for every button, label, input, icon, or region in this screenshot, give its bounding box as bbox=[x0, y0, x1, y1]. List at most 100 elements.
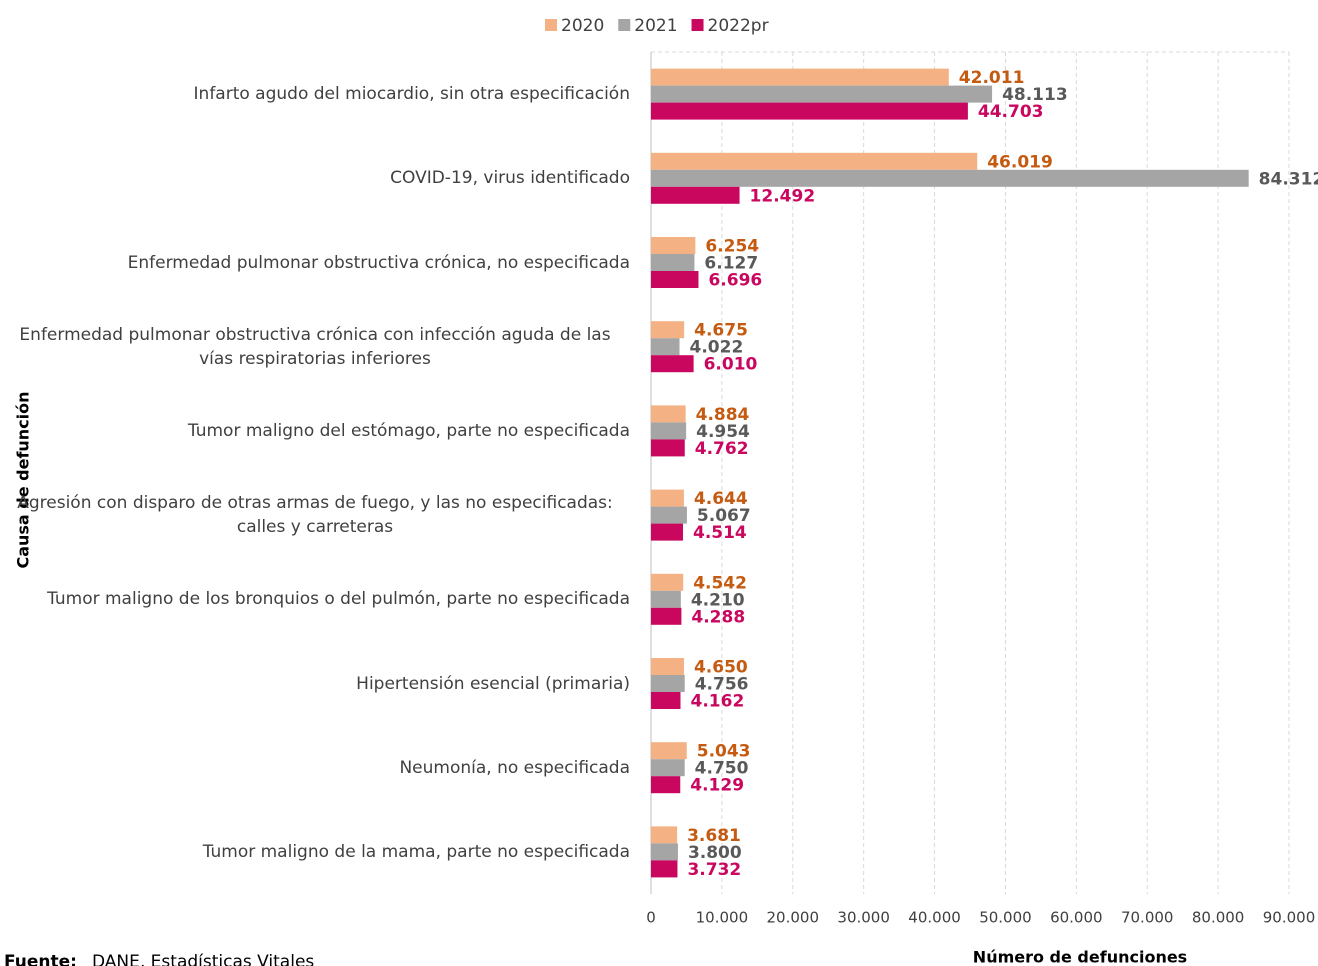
value-label: 4.514 bbox=[693, 523, 747, 543]
y-tick-text: COVID-19, virus identificado bbox=[390, 168, 630, 189]
x-tick-label: 20.000 bbox=[767, 909, 820, 927]
value-label: 48.113 bbox=[1002, 85, 1068, 105]
value-label: 5.067 bbox=[697, 506, 751, 526]
value-label: 4.650 bbox=[694, 658, 748, 678]
bar bbox=[651, 85, 993, 103]
y-axis-title: Causa de defunción bbox=[14, 391, 33, 568]
bar bbox=[651, 843, 678, 861]
x-tick-label: 40.000 bbox=[908, 909, 961, 927]
value-label: 4.129 bbox=[690, 776, 744, 796]
x-tick-label: 90.000 bbox=[1263, 909, 1316, 927]
bar bbox=[651, 186, 740, 204]
x-tick-label: 10.000 bbox=[696, 909, 749, 927]
value-label: 46.019 bbox=[987, 152, 1053, 172]
y-tick-text: Infarto agudo del miocardio, sin otra es… bbox=[193, 84, 630, 105]
bar bbox=[651, 860, 678, 878]
y-tick-label: Tumor maligno de los bronquios o del pul… bbox=[47, 587, 630, 611]
bar bbox=[651, 489, 684, 507]
bar bbox=[651, 759, 685, 777]
y-tick-label: Neumonía, no especificada bbox=[399, 756, 630, 780]
bar bbox=[651, 237, 696, 254]
legend-label: 2020 bbox=[561, 16, 604, 36]
bar bbox=[651, 405, 686, 423]
y-tick-label: Agresión con disparo de otras armas de f… bbox=[0, 491, 630, 539]
x-tick-label: 0 bbox=[646, 909, 656, 927]
bar bbox=[651, 675, 685, 692]
bar bbox=[651, 506, 687, 524]
bar bbox=[651, 742, 687, 760]
bar bbox=[651, 169, 1249, 187]
value-label: 42.011 bbox=[959, 68, 1025, 88]
y-tick-label: Hipertensión esencial (primaria) bbox=[356, 672, 630, 696]
bar bbox=[651, 102, 968, 120]
value-label: 4.954 bbox=[696, 422, 750, 442]
bar bbox=[651, 573, 684, 591]
bar bbox=[651, 692, 681, 709]
value-label: 5.043 bbox=[697, 742, 751, 762]
value-label: 4.288 bbox=[691, 607, 745, 627]
x-tick-label: 70.000 bbox=[1121, 909, 1174, 927]
y-tick-text: Hipertensión esencial (primaria) bbox=[356, 673, 630, 694]
y-tick-text: Enfermedad pulmonar obstructiva crónica,… bbox=[127, 252, 630, 273]
y-tick-text: Tumor maligno del estómago, parte no esp… bbox=[187, 420, 630, 441]
value-label: 6.127 bbox=[704, 254, 758, 274]
bar bbox=[651, 826, 678, 844]
bar bbox=[651, 254, 695, 271]
y-tick-label: Tumor maligno de la mama, parte no espec… bbox=[203, 840, 630, 864]
value-label: 4.884 bbox=[696, 405, 750, 425]
value-label: 4.756 bbox=[695, 675, 749, 695]
bar bbox=[651, 607, 682, 625]
y-tick-text: Tumor maligno de los bronquios o del pul… bbox=[47, 589, 630, 610]
y-tick-text: Tumor maligno de la mama, parte no espec… bbox=[202, 841, 630, 862]
bar bbox=[651, 776, 681, 794]
value-label: 44.703 bbox=[978, 102, 1044, 122]
bar bbox=[651, 152, 978, 170]
y-tick-label: COVID-19, virus identificado bbox=[390, 166, 630, 190]
x-tick-label: 30.000 bbox=[837, 909, 890, 927]
bar bbox=[651, 422, 687, 440]
value-label: 4.542 bbox=[693, 573, 747, 593]
value-label: 4.162 bbox=[691, 692, 745, 712]
legend-label: 2022pr bbox=[708, 16, 769, 36]
value-label: 6.254 bbox=[705, 237, 759, 257]
y-tick-label: Tumor maligno del estómago, parte no esp… bbox=[188, 419, 630, 443]
x-tick-label: 60.000 bbox=[1050, 909, 1103, 927]
value-label: 4.750 bbox=[695, 759, 749, 779]
x-tick-label: 50.000 bbox=[979, 909, 1032, 927]
value-label: 6.010 bbox=[704, 355, 758, 375]
bar bbox=[651, 355, 694, 373]
source: DANE, Estadísticas Vitales bbox=[92, 952, 314, 966]
y-tick-label: Enfermedad pulmonar obstructiva crónica … bbox=[0, 323, 630, 371]
y-tick-label: Infarto agudo del miocardio, sin otra es… bbox=[194, 82, 630, 106]
bar bbox=[651, 658, 684, 675]
value-label: 12.492 bbox=[750, 186, 816, 206]
value-label: 3.800 bbox=[688, 843, 742, 863]
value-label: 84.312 bbox=[1259, 169, 1318, 189]
bar bbox=[651, 321, 685, 339]
value-label: 6.696 bbox=[708, 271, 762, 291]
bar bbox=[651, 590, 681, 608]
value-label: 3.732 bbox=[687, 860, 741, 880]
bar bbox=[651, 523, 683, 541]
value-label: 4.762 bbox=[695, 439, 749, 459]
bar bbox=[651, 338, 680, 356]
legend-swatch bbox=[545, 19, 557, 31]
value-label: 4.210 bbox=[691, 590, 745, 610]
source-label: Fuente: bbox=[4, 952, 77, 966]
y-tick-text: Neumonía, no especificada bbox=[399, 757, 630, 778]
x-tick-label: 80.000 bbox=[1192, 909, 1245, 927]
legend-swatch bbox=[691, 19, 704, 31]
bar bbox=[651, 68, 949, 86]
y-tick-label: Enfermedad pulmonar obstructiva crónica,… bbox=[128, 251, 630, 275]
value-label: 4.675 bbox=[694, 321, 748, 341]
bar bbox=[651, 271, 699, 288]
y-tick-text: Agresión con disparo de otras armas de f… bbox=[17, 493, 613, 538]
value-label: 4.022 bbox=[690, 338, 744, 358]
value-label: 4.644 bbox=[694, 489, 748, 509]
value-label: 3.681 bbox=[687, 826, 741, 846]
legend-label: 2021 bbox=[634, 16, 677, 36]
y-tick-text: Enfermedad pulmonar obstructiva crónica … bbox=[19, 324, 611, 369]
x-axis-title: Número de defunciones bbox=[973, 948, 1187, 966]
